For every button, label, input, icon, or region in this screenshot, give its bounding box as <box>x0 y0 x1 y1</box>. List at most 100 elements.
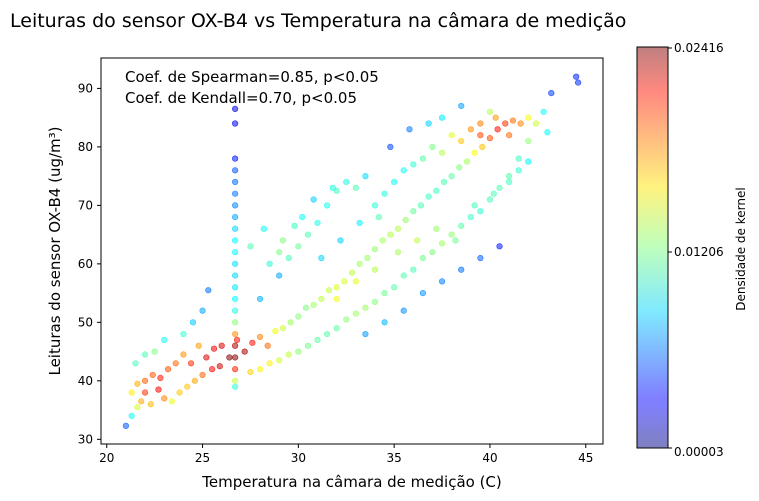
data-point <box>456 164 463 171</box>
data-point <box>276 357 283 364</box>
data-point <box>291 222 298 229</box>
data-point <box>323 202 331 209</box>
x-tick-label: 20 <box>99 451 114 465</box>
data-point <box>387 231 394 238</box>
y-tick-label: 60 <box>78 257 93 271</box>
data-point <box>310 196 317 203</box>
data-point <box>232 354 239 361</box>
data-point <box>573 73 580 80</box>
data-point <box>149 371 156 379</box>
data-point <box>141 351 149 358</box>
data-point <box>310 301 317 308</box>
data-point <box>285 351 292 358</box>
data-point <box>232 249 239 256</box>
data-point <box>410 266 417 273</box>
data-point <box>189 319 197 326</box>
data-point <box>161 395 168 402</box>
data-point <box>391 284 398 291</box>
data-point <box>433 225 440 232</box>
data-point <box>352 184 359 191</box>
data-point <box>233 336 241 343</box>
data-point <box>285 254 292 262</box>
data-point <box>176 389 183 396</box>
data-point <box>419 290 426 297</box>
data-point <box>216 363 223 370</box>
data-point <box>400 167 407 174</box>
data-point <box>479 143 486 150</box>
data-point <box>232 167 239 174</box>
data-point <box>232 295 239 303</box>
data-point <box>496 243 503 250</box>
data-point <box>394 225 402 232</box>
data-point <box>448 173 455 180</box>
data-point <box>362 330 369 338</box>
data-point <box>232 120 239 127</box>
data-point <box>209 366 216 373</box>
data-point <box>429 249 436 256</box>
data-point <box>391 178 398 186</box>
data-point <box>232 272 239 279</box>
data-point <box>406 126 413 133</box>
colorbar-tick-label-max: 0.02416 <box>674 41 724 55</box>
data-point <box>203 354 210 361</box>
data-point <box>486 108 494 115</box>
data-point <box>467 126 474 133</box>
data-point <box>168 398 175 405</box>
x-tick-label: 30 <box>291 451 306 465</box>
y-tick-label: 30 <box>78 432 93 446</box>
data-point <box>477 132 484 139</box>
data-point <box>540 108 547 115</box>
data-point <box>333 295 340 303</box>
data-point <box>410 208 417 215</box>
annotation-kendall: Coef. de Kendall=0.70, p<0.05 <box>125 89 357 107</box>
data-point <box>477 254 484 262</box>
data-point <box>318 295 325 303</box>
data-point <box>232 225 239 232</box>
annotation-spearman: Coef. de Spearman=0.85, p<0.05 <box>125 68 379 86</box>
data-point <box>232 377 239 384</box>
data-point <box>122 422 130 429</box>
data-point <box>232 202 239 209</box>
data-point <box>232 366 239 373</box>
data-point <box>414 237 421 244</box>
data-point <box>302 304 310 311</box>
data-point <box>387 143 394 150</box>
data-point <box>400 272 407 279</box>
data-point <box>502 120 509 127</box>
data-point <box>448 132 455 139</box>
data-point <box>333 325 340 332</box>
data-point <box>381 290 388 297</box>
y-tick-label: 90 <box>78 81 93 95</box>
data-point <box>295 313 302 320</box>
chart-title: Leituras do sensor OX-B4 vs Temperatura … <box>10 10 626 32</box>
data-point <box>232 155 239 162</box>
data-point <box>256 295 264 303</box>
data-point <box>544 129 551 136</box>
data-point <box>232 105 239 112</box>
data-point <box>509 117 517 124</box>
data-point <box>548 89 555 97</box>
data-point <box>218 342 225 349</box>
data-point <box>352 278 359 285</box>
data-point <box>199 371 206 379</box>
data-point <box>486 196 494 203</box>
data-point <box>425 193 432 200</box>
data-point <box>532 120 540 127</box>
data-point <box>517 120 524 127</box>
data-point <box>210 345 218 352</box>
data-point <box>452 237 459 244</box>
data-point <box>352 310 359 317</box>
data-point <box>438 114 446 121</box>
data-point <box>141 377 149 384</box>
x-tick-label: 35 <box>387 451 402 465</box>
data-point <box>205 287 212 294</box>
data-point <box>458 222 465 229</box>
data-point <box>490 190 497 197</box>
data-point <box>496 184 503 191</box>
data-point <box>232 307 239 314</box>
data-point <box>341 278 348 285</box>
data-point <box>164 366 172 373</box>
data-point <box>471 149 478 156</box>
data-point <box>276 272 283 279</box>
